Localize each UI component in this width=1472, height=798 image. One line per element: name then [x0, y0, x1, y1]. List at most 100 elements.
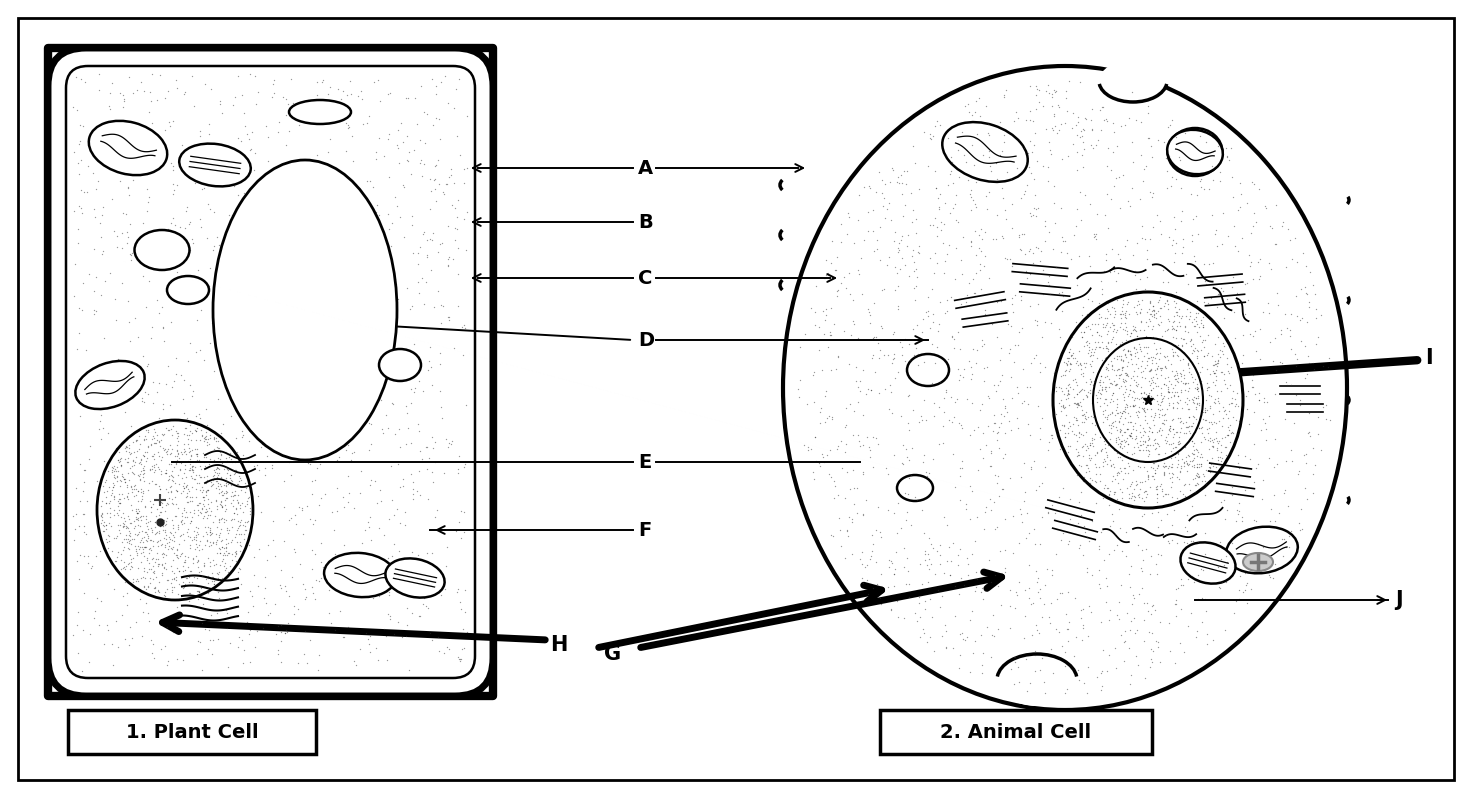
Point — [1147, 339, 1170, 352]
Point — [132, 565, 156, 578]
Point — [1163, 247, 1186, 259]
Point — [1142, 309, 1166, 322]
Point — [188, 471, 212, 484]
Point — [1257, 410, 1281, 423]
Point — [1157, 616, 1181, 629]
Point — [1057, 346, 1080, 358]
Point — [1004, 602, 1027, 614]
Point — [1135, 332, 1158, 345]
Point — [991, 452, 1014, 464]
Point — [72, 463, 96, 476]
Point — [1185, 343, 1209, 356]
Point — [172, 482, 196, 495]
Point — [105, 614, 128, 627]
Point — [1176, 415, 1200, 428]
Point — [286, 657, 309, 670]
Point — [1231, 231, 1254, 244]
Point — [1176, 357, 1200, 369]
Point — [1194, 547, 1217, 560]
Text: J: J — [1395, 590, 1403, 610]
Point — [300, 320, 324, 333]
Point — [137, 275, 160, 287]
Point — [141, 448, 165, 460]
Point — [1019, 429, 1042, 442]
Point — [1103, 485, 1126, 498]
Point — [166, 552, 190, 565]
Point — [1080, 329, 1104, 342]
Point — [1135, 316, 1158, 329]
Point — [447, 149, 471, 162]
Point — [1107, 369, 1130, 381]
Point — [1122, 156, 1145, 168]
Point — [82, 284, 106, 297]
Point — [197, 457, 221, 470]
Point — [450, 622, 474, 635]
Point — [1098, 484, 1122, 497]
Point — [1229, 188, 1253, 200]
Point — [1183, 255, 1207, 267]
Point — [163, 526, 187, 539]
Point — [1111, 394, 1135, 407]
Point — [1204, 426, 1228, 439]
Point — [1133, 361, 1157, 373]
Point — [1070, 160, 1094, 173]
Point — [1098, 604, 1122, 617]
Point — [1116, 367, 1139, 380]
Point — [102, 532, 125, 545]
Point — [165, 73, 188, 86]
Point — [118, 563, 141, 575]
Point — [1097, 349, 1120, 361]
Point — [1055, 683, 1079, 696]
Point — [325, 481, 349, 494]
Point — [1091, 460, 1114, 472]
Point — [871, 349, 895, 361]
Point — [1041, 569, 1064, 582]
Point — [1160, 491, 1183, 504]
Point — [125, 507, 149, 519]
Point — [1052, 419, 1076, 432]
Point — [1239, 255, 1263, 268]
Point — [1083, 318, 1107, 330]
Point — [202, 468, 225, 481]
Point — [919, 133, 942, 146]
Point — [1089, 616, 1113, 629]
Point — [1101, 395, 1125, 408]
Point — [225, 488, 249, 500]
Point — [102, 583, 125, 595]
Point — [1113, 393, 1136, 406]
Point — [1164, 438, 1188, 451]
Point — [1117, 307, 1141, 320]
Point — [127, 470, 150, 483]
Point — [1142, 456, 1166, 469]
Point — [1027, 583, 1051, 595]
Point — [215, 523, 238, 536]
Point — [1119, 383, 1142, 396]
Point — [1126, 405, 1150, 417]
Point — [165, 574, 188, 587]
Point — [1182, 396, 1206, 409]
Point — [428, 358, 452, 370]
Point — [90, 409, 113, 421]
Point — [277, 97, 300, 110]
Point — [180, 464, 203, 476]
Point — [216, 536, 240, 549]
Point — [1175, 458, 1198, 471]
Point — [365, 497, 389, 510]
Point — [1151, 417, 1175, 429]
Point — [1122, 592, 1145, 605]
Point — [1089, 361, 1113, 374]
Point — [886, 171, 910, 184]
Point — [1166, 453, 1189, 466]
Point — [1119, 614, 1142, 627]
Point — [1136, 450, 1160, 463]
Point — [334, 443, 358, 456]
Point — [187, 585, 210, 598]
Point — [1129, 381, 1153, 393]
Point — [1075, 335, 1098, 348]
Point — [886, 302, 910, 315]
Point — [917, 563, 941, 575]
Point — [1138, 454, 1161, 467]
Point — [1060, 349, 1083, 361]
Point — [882, 327, 905, 340]
Point — [68, 520, 91, 533]
